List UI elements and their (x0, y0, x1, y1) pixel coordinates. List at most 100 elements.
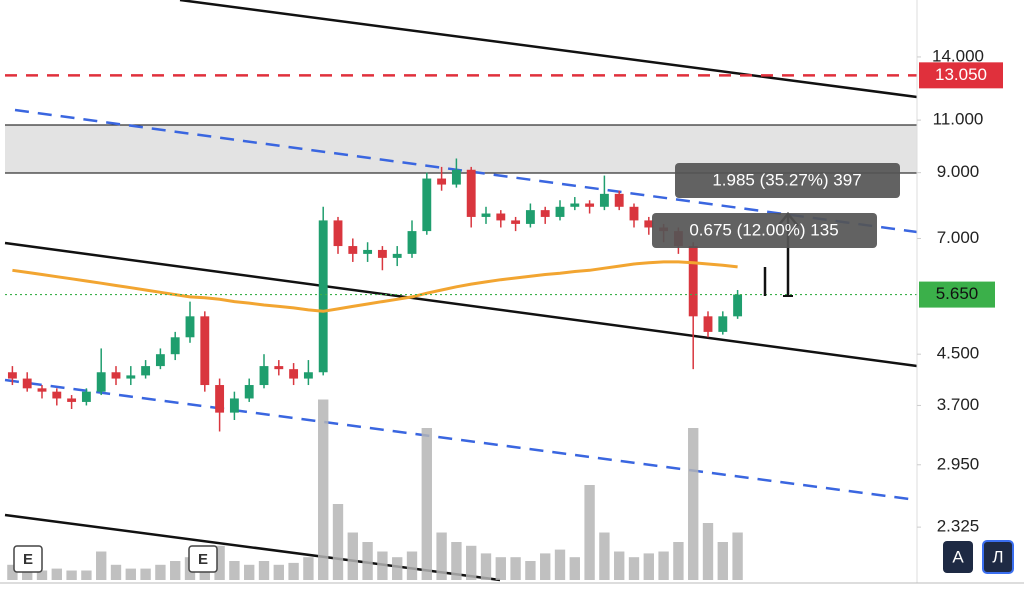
price-label-box (919, 62, 1003, 89)
volume-bar (22, 568, 33, 580)
volume-bar (688, 428, 699, 580)
plot (5, 74, 917, 580)
volume-bar (525, 561, 536, 580)
candle-body (377, 249, 387, 258)
volume-bar (732, 532, 743, 580)
volume-bar (510, 557, 521, 580)
volume-bar (436, 532, 447, 580)
volume-bar (540, 553, 551, 580)
candle-body (644, 220, 654, 228)
volume-bar (110, 564, 122, 580)
event-marker: E (198, 551, 208, 568)
annotation: 0.675 (12.00%) 135 (689, 220, 838, 239)
candle-body (348, 246, 358, 254)
volume-bar (495, 557, 506, 580)
volume-bar (658, 551, 669, 580)
axis: 14.000 11.000 9.000 7.000 4.500 3.700 2.950 2.3… (917, 46, 1003, 536)
candle-body (481, 213, 491, 217)
candle-body (22, 378, 32, 389)
candle-body (718, 316, 728, 332)
event-box (188, 545, 218, 573)
candle-body (274, 366, 284, 370)
candle-body (555, 206, 565, 217)
candle-body (363, 249, 373, 254)
volume-bar (569, 557, 580, 580)
candle-body (244, 385, 254, 399)
candle-body (525, 210, 535, 224)
volume-bar (140, 568, 151, 580)
annotation-box (675, 163, 900, 198)
candle-body (570, 203, 580, 207)
volume-bar (288, 562, 299, 580)
volume-bar (51, 568, 62, 580)
candle-body (259, 366, 269, 386)
y-tick-label: 4.500 (937, 344, 980, 363)
volume-bar (273, 564, 284, 580)
button[interactable] (943, 541, 973, 573)
volume-bar (66, 570, 77, 580)
candle-body (451, 169, 461, 185)
candle-body (37, 388, 47, 392)
volume-bar (155, 564, 166, 580)
candle-body (7, 372, 17, 379)
candle-body (52, 391, 62, 399)
candle-body (511, 220, 521, 224)
candle-body (318, 220, 328, 373)
candle-body (67, 398, 77, 402)
volume-bar (554, 549, 566, 580)
volume-bar (377, 551, 388, 580)
volume-bar (421, 428, 432, 580)
candle-body (392, 253, 402, 258)
candle-body (688, 246, 698, 317)
volume-bar (406, 551, 418, 580)
volume-bar (318, 399, 329, 580)
y-tick-label: 14.000 (932, 46, 984, 65)
candle-body (333, 220, 343, 247)
trend-line (4, 513, 501, 582)
volume-bar (466, 545, 477, 580)
candle-body (185, 316, 195, 338)
candle-body (585, 203, 595, 207)
candle-body (200, 316, 210, 386)
volume-bar (717, 542, 728, 580)
volume-bar (673, 542, 684, 580)
candle-body (303, 372, 313, 379)
last-price-box (919, 281, 995, 308)
button[interactable] (982, 540, 1014, 574)
button-label[interactable]: A (952, 547, 964, 566)
candle-body (540, 210, 550, 217)
candle-body (155, 354, 165, 367)
volume-bar (392, 557, 403, 580)
last-price-label: 5.650 (936, 284, 979, 303)
candle-body (111, 372, 121, 379)
y-tick-label: 3.700 (937, 395, 980, 414)
volume-bar (36, 570, 48, 580)
annotation: 1.985 (35.27%) 397 (712, 170, 861, 189)
volume-bar (599, 532, 610, 580)
candle-body (126, 375, 136, 379)
y-tick-label: 2.325 (937, 517, 980, 536)
trend-line (14, 108, 918, 234)
annotation-box (652, 213, 877, 248)
candle-body (215, 385, 225, 413)
candle-body (496, 213, 506, 221)
price-label: 13.050 (935, 65, 987, 84)
y-tick-label: 11.000 (933, 110, 984, 129)
volume-bar (258, 561, 270, 580)
button-label[interactable]: Л (992, 547, 1003, 566)
candle-body (141, 366, 151, 376)
candle-body (96, 372, 106, 392)
volume-bar (702, 523, 714, 580)
volume-bar (628, 557, 640, 580)
candle-body (81, 391, 91, 402)
event-marker: E (23, 551, 33, 568)
y-tick-label: 2.950 (937, 454, 980, 473)
volume-bar (244, 564, 255, 580)
volume-bar (480, 553, 492, 580)
volume-bar (584, 485, 595, 580)
volume-bar (332, 504, 344, 580)
volume-bar (214, 545, 225, 580)
y-tick-label: 9.000 (937, 162, 980, 181)
event-box (13, 545, 43, 573)
